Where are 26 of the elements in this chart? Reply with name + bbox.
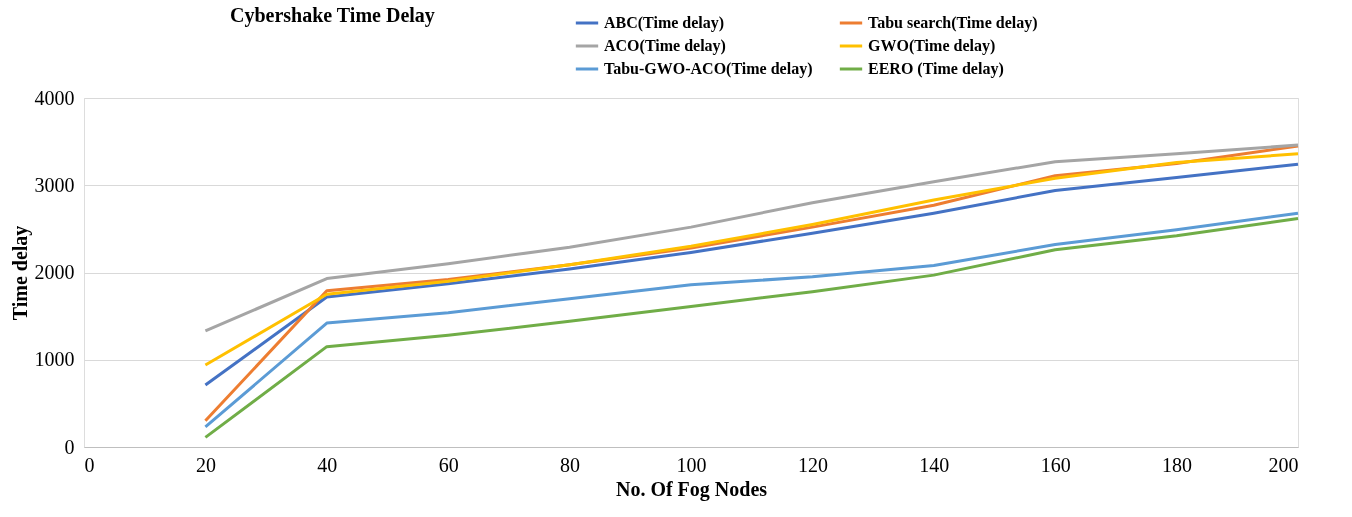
x-tick-label: 140: [919, 453, 950, 476]
y-tick-label: 2000: [34, 261, 75, 283]
x-tick-label: 40: [317, 453, 338, 476]
y-tick-label: 4000: [34, 86, 75, 109]
x-tick-label: 20: [195, 453, 216, 476]
legend-label: ACO(Time delay): [604, 37, 726, 55]
line-series: [203, 143, 1300, 333]
legend-label: ABC(Time delay): [604, 14, 725, 32]
chart-title: Cybershake Time Delay: [230, 4, 435, 27]
legend-label: EERO (Time delay): [868, 60, 1004, 78]
x-tick-label: 200: [1268, 453, 1299, 476]
x-tick-label: 100: [676, 453, 707, 476]
legend-label: Tabu-GWO-ACO(Time delay): [604, 60, 813, 78]
y-axis-title: Time delay: [8, 225, 32, 321]
x-tick-label: 180: [1162, 453, 1193, 476]
x-axis-title: No. Of Fog Nodes: [615, 477, 768, 501]
x-tick-label: 0: [84, 453, 95, 476]
y-tick-label: 3000: [34, 173, 75, 196]
legend-label: Tabu search(Time delay): [868, 14, 1038, 32]
x-tick-label: 160: [1040, 453, 1071, 476]
x-tick-label: 120: [797, 453, 828, 476]
legend-label: GWO(Time delay): [868, 37, 996, 55]
x-tick-label: 80: [560, 453, 581, 476]
x-tick-label: 60: [438, 453, 459, 476]
y-tick-label: 0: [64, 435, 75, 458]
y-tick-label: 1000: [34, 348, 75, 371]
